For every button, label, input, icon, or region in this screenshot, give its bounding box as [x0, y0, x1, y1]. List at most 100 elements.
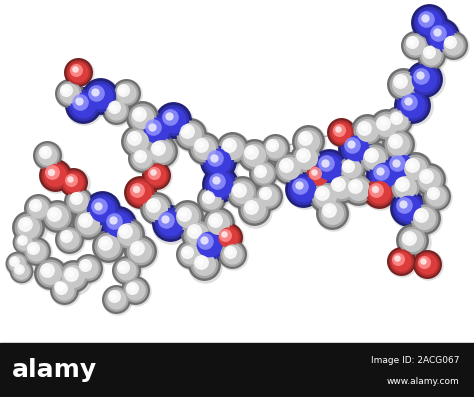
Point — [380, 172, 388, 178]
Point — [60, 287, 68, 293]
Point — [186, 131, 193, 137]
Point — [352, 145, 359, 151]
Point — [153, 204, 160, 211]
Point — [109, 104, 117, 110]
Point — [325, 207, 333, 213]
Point — [397, 258, 404, 264]
Point — [74, 198, 82, 204]
Point — [187, 132, 195, 138]
Point — [450, 42, 457, 49]
Point — [58, 285, 65, 292]
Point — [128, 284, 136, 290]
Point — [328, 210, 336, 216]
Point — [228, 251, 236, 257]
Point — [20, 239, 27, 245]
Point — [165, 113, 173, 119]
Point — [352, 145, 359, 151]
Point — [402, 185, 410, 191]
Point — [154, 145, 161, 151]
Point — [153, 172, 160, 178]
Point — [321, 193, 328, 199]
Point — [425, 19, 433, 25]
Point — [81, 262, 88, 268]
Point — [104, 242, 112, 249]
Point — [238, 189, 246, 195]
Point — [155, 145, 162, 152]
Point — [92, 90, 100, 96]
Point — [186, 251, 193, 257]
Point — [397, 164, 404, 170]
Point — [423, 261, 430, 268]
Point — [430, 190, 438, 197]
Point — [246, 148, 254, 154]
Point — [76, 98, 83, 105]
Point — [326, 164, 333, 170]
Point — [296, 183, 304, 189]
Point — [335, 181, 342, 187]
Point — [397, 258, 404, 264]
Point — [72, 66, 79, 73]
Point — [347, 165, 355, 172]
Point — [207, 196, 215, 202]
Point — [285, 165, 293, 172]
Point — [338, 185, 346, 191]
Point — [51, 172, 58, 178]
Point — [405, 206, 413, 212]
Point — [18, 237, 26, 243]
Point — [398, 181, 405, 187]
Point — [94, 202, 101, 209]
Point — [304, 138, 312, 144]
Point — [66, 91, 73, 97]
Point — [409, 237, 416, 243]
Point — [70, 179, 77, 185]
Point — [417, 73, 425, 79]
Point — [183, 213, 191, 220]
Point — [130, 134, 137, 141]
Point — [131, 287, 139, 293]
Point — [211, 155, 219, 162]
Point — [158, 149, 166, 156]
Point — [314, 172, 321, 178]
Point — [214, 158, 222, 165]
Point — [399, 81, 407, 87]
Point — [399, 81, 407, 87]
Point — [376, 190, 384, 197]
Point — [409, 237, 416, 243]
Point — [187, 252, 194, 258]
Point — [28, 245, 36, 251]
Point — [425, 19, 433, 25]
Point — [183, 128, 191, 134]
Point — [74, 69, 82, 75]
Point — [136, 189, 144, 195]
Point — [321, 160, 329, 166]
Point — [394, 141, 402, 147]
Point — [136, 247, 144, 254]
Point — [321, 193, 328, 199]
Point — [302, 155, 310, 161]
Point — [118, 87, 126, 93]
Point — [153, 204, 160, 211]
Point — [186, 251, 193, 257]
Point — [21, 220, 28, 226]
Point — [422, 173, 430, 179]
Point — [408, 162, 416, 169]
Point — [383, 122, 390, 129]
Point — [335, 127, 342, 133]
Point — [34, 204, 42, 211]
Point — [47, 271, 55, 278]
Point — [149, 169, 157, 175]
Point — [132, 288, 140, 295]
Point — [400, 201, 407, 207]
Point — [421, 15, 428, 21]
Point — [437, 33, 445, 39]
Point — [225, 248, 233, 254]
Point — [138, 114, 146, 120]
Point — [428, 52, 435, 58]
Point — [449, 41, 456, 48]
Point — [114, 221, 121, 227]
Point — [264, 193, 272, 199]
Text: www.alamy.com: www.alamy.com — [387, 378, 460, 387]
Point — [373, 186, 380, 193]
Point — [13, 260, 20, 266]
Point — [302, 155, 310, 161]
